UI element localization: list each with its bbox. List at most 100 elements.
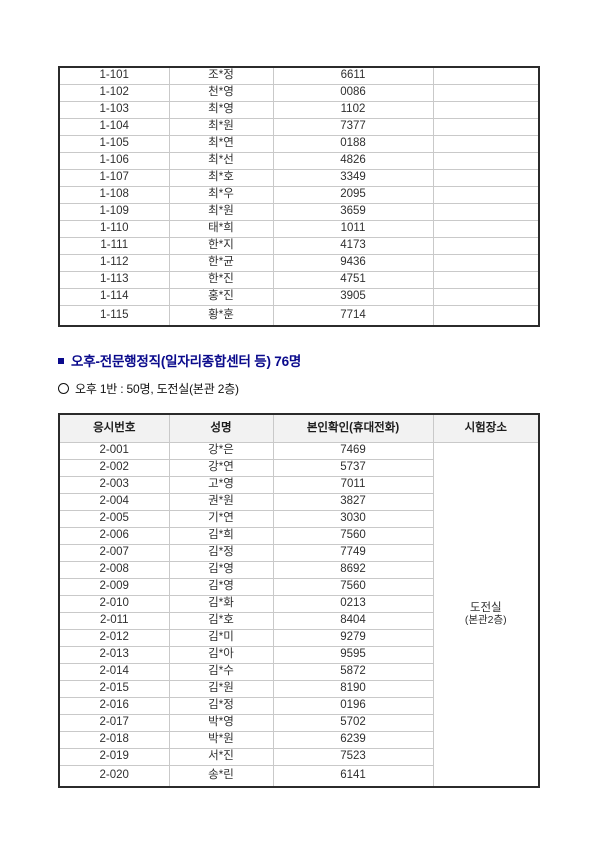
cell-name: 김*원 xyxy=(168,680,274,698)
cell-exam-number: 2-006 xyxy=(58,527,170,545)
cell-phone: 4751 xyxy=(272,270,434,289)
cell-phone: 7469 xyxy=(272,442,434,460)
cell-name: 김*수 xyxy=(168,663,274,681)
cell-place xyxy=(432,151,540,170)
table-row: 1-115 황*훈 7714 xyxy=(58,304,540,327)
cell-phone: 6611 xyxy=(272,66,434,85)
table-row: 1-102 천*영 0086 xyxy=(58,83,540,102)
cell-exam-number: 1-106 xyxy=(58,151,170,170)
cell-name: 최*영 xyxy=(168,100,274,119)
cell-phone: 0196 xyxy=(272,697,434,715)
cell-phone: 7714 xyxy=(272,304,434,327)
table-row: 2-013 김*아 9595 xyxy=(58,646,539,664)
cell-name: 최*우 xyxy=(168,185,274,204)
section-heading-text: 오후-전문행정직(일자리종합센터 등) 76명 xyxy=(71,354,302,369)
cell-name: 고*영 xyxy=(168,476,274,494)
cell-phone: 7011 xyxy=(272,476,434,494)
cell-exam-number: 1-112 xyxy=(58,253,170,272)
cell-exam-number: 2-013 xyxy=(58,646,170,664)
cell-exam-number: 1-104 xyxy=(58,117,170,136)
cell-exam-number: 2-017 xyxy=(58,714,170,732)
table-row: 2-004 권*원 3827 xyxy=(58,493,539,511)
cell-exam-number: 2-014 xyxy=(58,663,170,681)
cell-name: 권*원 xyxy=(168,493,274,511)
circle-bullet-icon xyxy=(58,382,69,394)
roster-table-afternoon-class1: 응시번호 성명 본인확인(휴대전화) 시험장소 2-001 강*은 7469 도전실(… xyxy=(58,413,540,788)
table-row: 1-105 최*연 0188 xyxy=(58,134,540,153)
cell-name: 천*영 xyxy=(168,83,274,102)
cell-exam-number: 1-109 xyxy=(58,202,170,221)
table-row: 1-104 최*원 7377 xyxy=(58,117,540,136)
cell-name: 김*정 xyxy=(168,544,274,562)
column-header-phone: 본인확인(휴대전화) xyxy=(272,413,434,443)
cell-name: 강*은 xyxy=(168,442,274,460)
cell-name: 한*지 xyxy=(168,236,274,255)
table-row: 1-106 최*선 4826 xyxy=(58,151,540,170)
cell-exam-number: 1-102 xyxy=(58,83,170,102)
cell-place xyxy=(432,304,540,327)
roster-table-continued-body: 1-101 조*정 6611 1-102 천*영 0086 1-103 최*영 1102 1-10… xyxy=(58,66,540,327)
square-bullet-icon xyxy=(58,358,64,364)
cell-exam-number: 2-003 xyxy=(58,476,170,494)
table-row: 1-113 한*진 4751 xyxy=(58,270,540,289)
table-row: 2-005 기*연 3030 xyxy=(58,510,539,528)
cell-exam-number: 1-114 xyxy=(58,287,170,306)
roster-table-continued: 1-101 조*정 6611 1-102 천*영 0086 1-103 최*영 1102 1-10… xyxy=(58,66,540,327)
column-header-place: 시험장소 xyxy=(432,413,540,443)
cell-exam-number: 2-016 xyxy=(58,697,170,715)
table-row: 2-014 김*수 5872 xyxy=(58,663,539,681)
cell-exam-number: 2-020 xyxy=(58,765,170,787)
cell-phone: 5737 xyxy=(272,459,434,477)
section-subheading: 오후 1반 : 50명, 도전실(본관 2층) xyxy=(58,380,239,397)
cell-phone: 3349 xyxy=(272,168,434,187)
table-row: 2-018 박*원 6239 xyxy=(58,731,539,749)
cell-name: 김*영 xyxy=(168,578,274,596)
cell-phone: 4826 xyxy=(272,151,434,170)
cell-phone: 1011 xyxy=(272,219,434,238)
cell-name: 태*희 xyxy=(168,219,274,238)
cell-name: 한*균 xyxy=(168,253,274,272)
table-row: 2-009 김*영 7560 xyxy=(58,578,539,596)
place-name: 도전실 xyxy=(469,602,502,615)
cell-place xyxy=(432,219,540,238)
cell-phone: 0213 xyxy=(272,595,434,613)
table-row: 1-108 최*우 2095 xyxy=(58,185,540,204)
cell-name: 김*미 xyxy=(168,629,274,647)
cell-phone: 3827 xyxy=(272,493,434,511)
cell-place xyxy=(432,287,540,306)
table-row: 1-109 최*원 3659 xyxy=(58,202,540,221)
cell-phone: 1102 xyxy=(272,100,434,119)
column-header-exam-number: 응시번호 xyxy=(58,413,170,443)
place-location: (본관2층) xyxy=(464,613,507,626)
cell-name: 김*영 xyxy=(168,561,274,579)
table-row: 1-103 최*영 1102 xyxy=(58,100,540,119)
cell-exam-number: 2-011 xyxy=(58,612,170,630)
cell-exam-number: 2-002 xyxy=(58,459,170,477)
cell-phone: 7377 xyxy=(272,117,434,136)
table-row: 1-112 한*균 9436 xyxy=(58,253,540,272)
cell-exam-number: 1-115 xyxy=(58,304,170,327)
cell-name: 박*영 xyxy=(168,714,274,732)
table-row: 2-007 김*정 7749 xyxy=(58,544,539,562)
cell-exam-number: 1-103 xyxy=(58,100,170,119)
cell-exam-number: 1-101 xyxy=(58,66,170,85)
roster-table-afternoon-class1-body: 2-001 강*은 7469 도전실 (본관2층) 2-002 강*연 5737 2-003 고*… xyxy=(58,442,540,787)
table-row: 2-001 강*은 7469 도전실 (본관2층) xyxy=(58,442,540,787)
cell-exam-number: 2-004 xyxy=(58,493,170,511)
cell-name: 조*정 xyxy=(168,66,274,85)
cell-name: 황*훈 xyxy=(168,304,274,327)
section-heading: 오후-전문행정직(일자리종합센터 등) 76명 xyxy=(58,350,301,370)
cell-exam-number: 2-019 xyxy=(58,748,170,766)
cell-place-merged: 도전실 (본관2층) xyxy=(432,442,540,787)
cell-exam-number: 2-010 xyxy=(58,595,170,613)
cell-phone: 9595 xyxy=(272,646,434,664)
cell-name: 김*화 xyxy=(168,595,274,613)
cell-name: 최*원 xyxy=(168,117,274,136)
cell-exam-number: 1-111 xyxy=(58,236,170,255)
cell-exam-number: 2-015 xyxy=(58,680,170,698)
cell-place xyxy=(432,100,540,119)
cell-name: 최*연 xyxy=(168,134,274,153)
column-header-name: 성명 xyxy=(168,413,274,443)
cell-name: 송*린 xyxy=(168,765,274,787)
